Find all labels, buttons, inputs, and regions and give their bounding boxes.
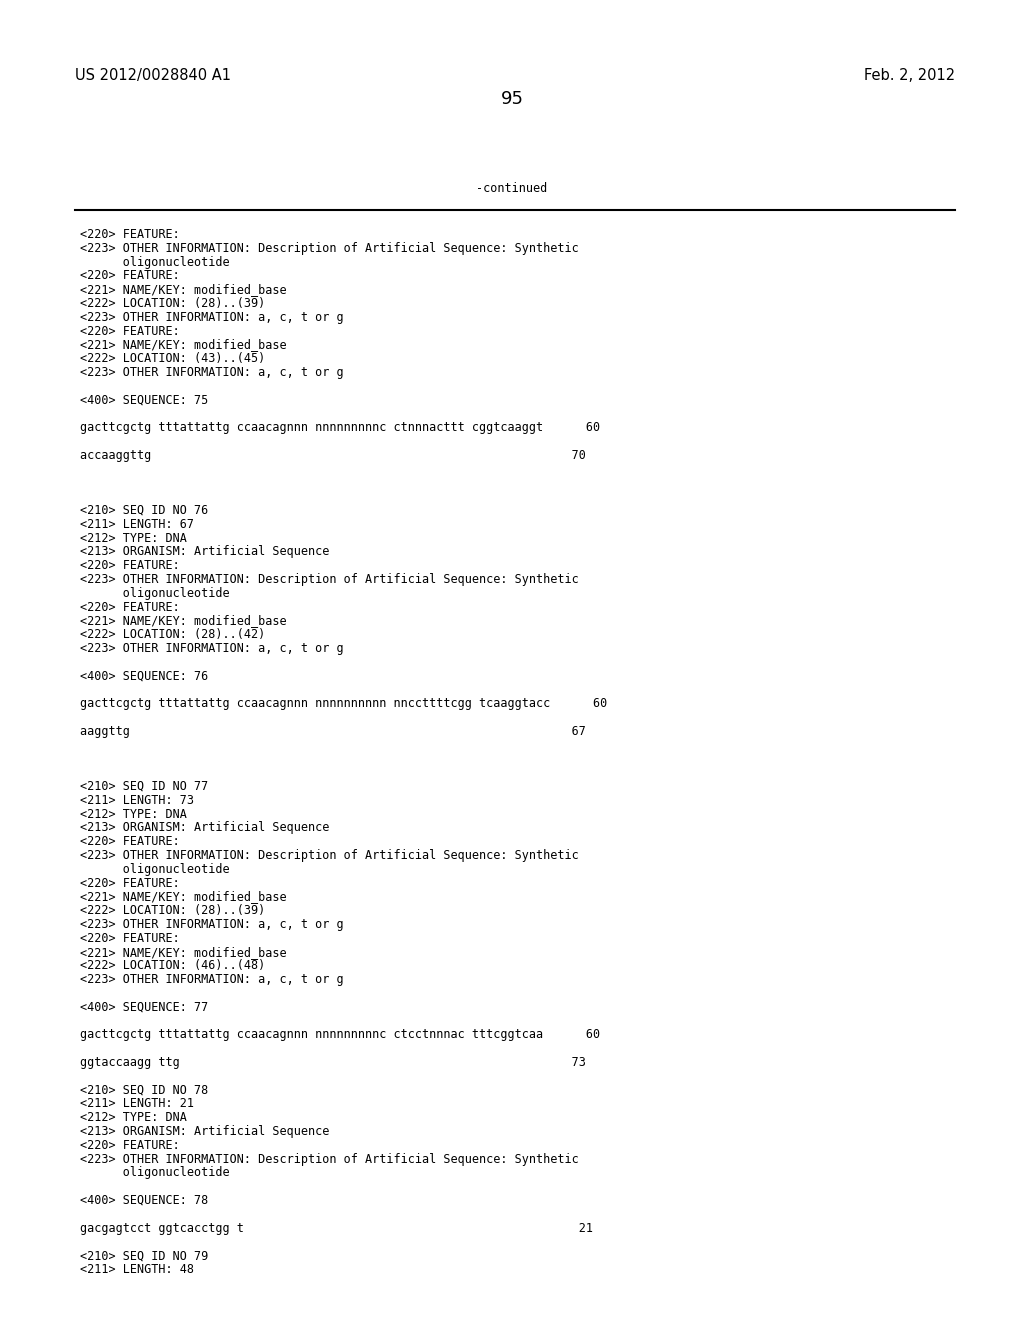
Text: <223> OTHER INFORMATION: a, c, t or g: <223> OTHER INFORMATION: a, c, t or g bbox=[80, 917, 344, 931]
Text: <211> LENGTH: 48: <211> LENGTH: 48 bbox=[80, 1263, 194, 1276]
Text: <221> NAME/KEY: modified_base: <221> NAME/KEY: modified_base bbox=[80, 945, 287, 958]
Text: <222> LOCATION: (28)..(42): <222> LOCATION: (28)..(42) bbox=[80, 628, 265, 642]
Text: <220> FEATURE:: <220> FEATURE: bbox=[80, 269, 180, 282]
Text: <212> TYPE: DNA: <212> TYPE: DNA bbox=[80, 532, 186, 545]
Text: accaaggttg                                                           70: accaaggttg 70 bbox=[80, 449, 586, 462]
Text: <220> FEATURE:: <220> FEATURE: bbox=[80, 836, 180, 849]
Text: Feb. 2, 2012: Feb. 2, 2012 bbox=[864, 69, 955, 83]
Text: <210> SEQ ID NO 76: <210> SEQ ID NO 76 bbox=[80, 504, 208, 517]
Text: <220> FEATURE:: <220> FEATURE: bbox=[80, 325, 180, 338]
Text: <222> LOCATION: (46)..(48): <222> LOCATION: (46)..(48) bbox=[80, 960, 265, 973]
Text: <212> TYPE: DNA: <212> TYPE: DNA bbox=[80, 808, 186, 821]
Text: <211> LENGTH: 67: <211> LENGTH: 67 bbox=[80, 517, 194, 531]
Text: -continued: -continued bbox=[476, 182, 548, 195]
Text: <400> SEQUENCE: 77: <400> SEQUENCE: 77 bbox=[80, 1001, 208, 1014]
Text: <223> OTHER INFORMATION: Description of Artificial Sequence: Synthetic: <223> OTHER INFORMATION: Description of … bbox=[80, 849, 579, 862]
Text: <222> LOCATION: (28)..(39): <222> LOCATION: (28)..(39) bbox=[80, 297, 265, 310]
Text: aaggttg                                                              67: aaggttg 67 bbox=[80, 725, 586, 738]
Text: <221> NAME/KEY: modified_base: <221> NAME/KEY: modified_base bbox=[80, 284, 287, 296]
Text: <223> OTHER INFORMATION: a, c, t or g: <223> OTHER INFORMATION: a, c, t or g bbox=[80, 366, 344, 379]
Text: <213> ORGANISM: Artificial Sequence: <213> ORGANISM: Artificial Sequence bbox=[80, 1125, 330, 1138]
Text: <220> FEATURE:: <220> FEATURE: bbox=[80, 1139, 180, 1152]
Text: gacttcgctg tttattattg ccaacagnnn nnnnnnnnnc ctnnnacttt cggtcaaggt      60: gacttcgctg tttattattg ccaacagnnn nnnnnnn… bbox=[80, 421, 600, 434]
Text: <221> NAME/KEY: modified_base: <221> NAME/KEY: modified_base bbox=[80, 614, 287, 627]
Text: <223> OTHER INFORMATION: Description of Artificial Sequence: Synthetic: <223> OTHER INFORMATION: Description of … bbox=[80, 242, 579, 255]
Text: <211> LENGTH: 21: <211> LENGTH: 21 bbox=[80, 1097, 194, 1110]
Text: <220> FEATURE:: <220> FEATURE: bbox=[80, 228, 180, 242]
Text: 95: 95 bbox=[501, 90, 523, 108]
Text: <400> SEQUENCE: 75: <400> SEQUENCE: 75 bbox=[80, 393, 208, 407]
Text: gacttcgctg tttattattg ccaacagnnn nnnnnnnnnc ctcctnnnac tttcggtcaa      60: gacttcgctg tttattattg ccaacagnnn nnnnnnn… bbox=[80, 1028, 600, 1041]
Text: <210> SEQ ID NO 78: <210> SEQ ID NO 78 bbox=[80, 1084, 208, 1097]
Text: oligonucleotide: oligonucleotide bbox=[80, 1167, 229, 1179]
Text: <220> FEATURE:: <220> FEATURE: bbox=[80, 876, 180, 890]
Text: <220> FEATURE:: <220> FEATURE: bbox=[80, 560, 180, 572]
Text: oligonucleotide: oligonucleotide bbox=[80, 863, 229, 875]
Text: <221> NAME/KEY: modified_base: <221> NAME/KEY: modified_base bbox=[80, 338, 287, 351]
Text: <221> NAME/KEY: modified_base: <221> NAME/KEY: modified_base bbox=[80, 891, 287, 903]
Text: <223> OTHER INFORMATION: a, c, t or g: <223> OTHER INFORMATION: a, c, t or g bbox=[80, 973, 344, 986]
Text: <212> TYPE: DNA: <212> TYPE: DNA bbox=[80, 1111, 186, 1125]
Text: oligonucleotide: oligonucleotide bbox=[80, 256, 229, 268]
Text: <210> SEQ ID NO 77: <210> SEQ ID NO 77 bbox=[80, 780, 208, 793]
Text: <223> OTHER INFORMATION: Description of Artificial Sequence: Synthetic: <223> OTHER INFORMATION: Description of … bbox=[80, 573, 579, 586]
Text: <211> LENGTH: 73: <211> LENGTH: 73 bbox=[80, 793, 194, 807]
Text: <400> SEQUENCE: 76: <400> SEQUENCE: 76 bbox=[80, 669, 208, 682]
Text: US 2012/0028840 A1: US 2012/0028840 A1 bbox=[75, 69, 231, 83]
Text: <220> FEATURE:: <220> FEATURE: bbox=[80, 601, 180, 614]
Text: <213> ORGANISM: Artificial Sequence: <213> ORGANISM: Artificial Sequence bbox=[80, 821, 330, 834]
Text: ggtaccaagg ttg                                                       73: ggtaccaagg ttg 73 bbox=[80, 1056, 586, 1069]
Text: <400> SEQUENCE: 78: <400> SEQUENCE: 78 bbox=[80, 1195, 208, 1206]
Text: gacttcgctg tttattattg ccaacagnnn nnnnnnnnnn nnccttttcgg tcaaggtacc      60: gacttcgctg tttattattg ccaacagnnn nnnnnnn… bbox=[80, 697, 607, 710]
Text: <220> FEATURE:: <220> FEATURE: bbox=[80, 932, 180, 945]
Text: oligonucleotide: oligonucleotide bbox=[80, 587, 229, 599]
Text: <222> LOCATION: (28)..(39): <222> LOCATION: (28)..(39) bbox=[80, 904, 265, 917]
Text: <210> SEQ ID NO 79: <210> SEQ ID NO 79 bbox=[80, 1249, 208, 1262]
Text: <223> OTHER INFORMATION: Description of Artificial Sequence: Synthetic: <223> OTHER INFORMATION: Description of … bbox=[80, 1152, 579, 1166]
Text: <223> OTHER INFORMATION: a, c, t or g: <223> OTHER INFORMATION: a, c, t or g bbox=[80, 310, 344, 323]
Text: <213> ORGANISM: Artificial Sequence: <213> ORGANISM: Artificial Sequence bbox=[80, 545, 330, 558]
Text: <222> LOCATION: (43)..(45): <222> LOCATION: (43)..(45) bbox=[80, 352, 265, 366]
Text: <223> OTHER INFORMATION: a, c, t or g: <223> OTHER INFORMATION: a, c, t or g bbox=[80, 642, 344, 655]
Text: gacgagtcct ggtcacctgg t                                               21: gacgagtcct ggtcacctgg t 21 bbox=[80, 1221, 593, 1234]
